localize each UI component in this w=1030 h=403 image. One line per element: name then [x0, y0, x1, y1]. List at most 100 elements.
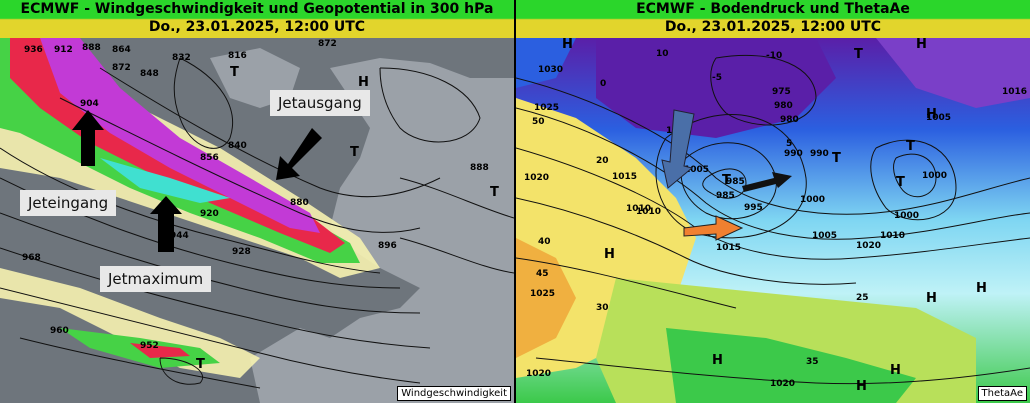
- right-map-badge: ThetaAe: [977, 386, 1027, 401]
- left-date: Do., 23.01.2025, 12:00 UTC: [148, 19, 366, 35]
- iso-label: 872: [318, 39, 337, 49]
- right-map-svg: 1030 1025 1020 1015 1010 1005 1000 995 9…: [516, 38, 1030, 403]
- isobar-label: 1000: [800, 195, 825, 205]
- low-pressure-symbol: T: [832, 151, 841, 166]
- theta-label: 45: [536, 269, 549, 279]
- theta-label: -10: [766, 51, 782, 61]
- isobar-label: 1015: [716, 243, 741, 253]
- theta-blue-corner: [516, 38, 576, 88]
- iso-label: 928: [232, 247, 251, 257]
- isobar-contours: [516, 54, 1030, 385]
- iso-label: 880: [290, 198, 309, 208]
- isobar-label: 1025: [530, 289, 555, 299]
- iso-label: 856: [200, 153, 219, 163]
- theta-label: 30: [596, 303, 609, 313]
- isobar-label: 1020: [770, 379, 795, 389]
- wind-cyan-core: [100, 158, 230, 203]
- theta-label: 0: [600, 79, 606, 89]
- left-map-panel: ECMWF - Windgeschwindigkeit und Geopoten…: [0, 0, 514, 403]
- isobar-labels: 1030 1025 1020 1015 1010 1005 1000 995 9…: [524, 65, 1027, 389]
- theta-green-area: [666, 328, 916, 403]
- theta-label: 50: [532, 117, 545, 127]
- arrow-up-icon: [150, 196, 182, 252]
- land-area: [250, 58, 514, 403]
- right-title: ECMWF - Bodendruck und ThetaAe: [636, 1, 910, 17]
- low-pressure-symbol: T: [854, 47, 863, 62]
- left-map-badge: Windgeschwindigkeit: [397, 386, 511, 401]
- iso-label: 888: [82, 43, 101, 53]
- isobar-label: 1000: [922, 171, 947, 181]
- iso-label: 864: [112, 45, 131, 55]
- isobar-label: 975: [772, 87, 791, 97]
- left-map: 936 912 888 864 872 848 840 832 816 904 …: [0, 38, 514, 403]
- isobar-label: 1030: [538, 65, 563, 75]
- isobar-label: 990: [784, 149, 803, 159]
- isobar-label: 980: [774, 101, 793, 111]
- warm-air-arrow-icon: [683, 215, 744, 241]
- theta-label: 40: [538, 237, 551, 247]
- low-pressure-symbol: T: [490, 185, 499, 200]
- isobar-label: 1016: [1002, 87, 1027, 97]
- iso-label: 944: [170, 231, 189, 241]
- iso-label: 968: [22, 253, 41, 263]
- iso-label: 936: [24, 45, 43, 55]
- isobar-label: 985: [716, 191, 735, 201]
- high-pressure-symbol: H: [712, 353, 723, 368]
- annotation-jet-maximum: Jetmaximum: [100, 266, 212, 292]
- theta-violet-northeast: [876, 38, 1030, 108]
- arrow-up-icon: [72, 110, 104, 166]
- arrow-down-left-icon: [276, 128, 322, 180]
- iso-label: 832: [172, 53, 191, 63]
- theta-label: 10: [656, 49, 669, 59]
- iso-label: 848: [140, 69, 159, 79]
- annotation-jet-entrance: Jeteingang: [20, 190, 117, 216]
- isobar-label: 990: [810, 149, 829, 159]
- high-pressure-symbol: H: [916, 38, 927, 52]
- geopotential-contours: [0, 57, 514, 389]
- low-pressure-symbol: T: [350, 145, 359, 160]
- theta-label: 20: [596, 156, 609, 166]
- iso-label: 952: [140, 341, 159, 351]
- iso-label: 896: [378, 241, 397, 251]
- high-pressure-symbol: H: [562, 38, 573, 52]
- iso-label: 872: [112, 63, 131, 73]
- high-pressure-symbol: H: [890, 363, 901, 378]
- cold-air-arrow-icon: [661, 109, 695, 189]
- isobar-label: 1010: [626, 204, 651, 214]
- iso-label: 960: [50, 326, 69, 336]
- isobar-label: 1020: [856, 241, 881, 251]
- isobar-label: 995: [744, 203, 763, 213]
- iso-label: 920: [200, 209, 219, 219]
- jet-arrows: [72, 110, 322, 252]
- panel-divider: [514, 0, 516, 403]
- high-pressure-symbol: H: [926, 291, 937, 306]
- isobar-label: 1005: [684, 165, 709, 175]
- iso-label: 904: [80, 99, 99, 109]
- high-pressure-symbol: H: [604, 247, 615, 262]
- isobar-label: 1010: [636, 207, 661, 217]
- theta-label: 5: [786, 139, 792, 149]
- high-pressure-symbol: H: [358, 75, 369, 90]
- high-pressure-symbol: H: [856, 379, 867, 394]
- isobar-label: 1020: [524, 173, 549, 183]
- high-pressure-symbol: H: [926, 107, 937, 122]
- right-header: ECMWF - Bodendruck und ThetaAe Do., 23.0…: [516, 0, 1030, 38]
- iso-label: 888: [470, 163, 489, 173]
- low-pressure-symbol: T: [896, 175, 905, 190]
- iso-label: 912: [54, 45, 73, 55]
- wind-red-south: [130, 343, 190, 358]
- theta-violet-area: [596, 38, 836, 138]
- isobar-label: 980: [780, 115, 799, 125]
- isohypse-labels: 936 912 888 864 872 848 840 832 816 904 …: [22, 39, 489, 351]
- left-map-svg: 936 912 888 864 872 848 840 832 816 904 …: [0, 38, 514, 403]
- isobar-label: 985: [726, 177, 745, 187]
- isobar-label: 1010: [880, 231, 905, 241]
- right-map-panel: ECMWF - Bodendruck und ThetaAe Do., 23.0…: [516, 0, 1030, 403]
- left-header: ECMWF - Windgeschwindigkeit und Geopoten…: [0, 0, 514, 38]
- low-pressure-symbol: T: [906, 139, 915, 154]
- frontal-motion-arrow-icon: [742, 172, 792, 192]
- annotation-jet-exit: Jetausgang: [270, 90, 370, 116]
- right-map: 1030 1025 1020 1015 1010 1005 1000 995 9…: [516, 38, 1030, 403]
- wind-magenta-band: [40, 38, 320, 233]
- low-pressure-symbol: T: [196, 357, 205, 372]
